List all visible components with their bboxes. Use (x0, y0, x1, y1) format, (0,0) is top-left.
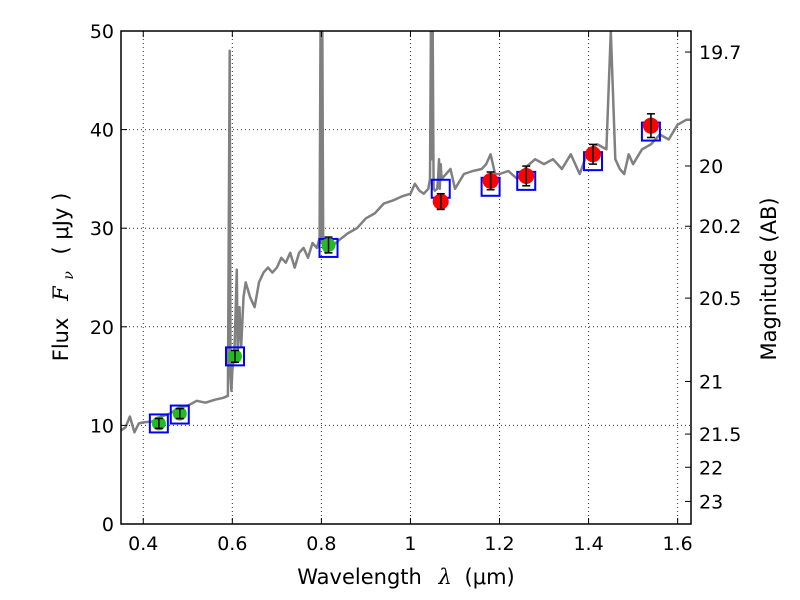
y-axis-label: Flux F ν ( μJy ) (49, 193, 78, 362)
right-tick-label: 21.5 (699, 424, 741, 446)
y-tick-label: 30 (90, 218, 114, 240)
y-axis-label-subscript: ν (61, 271, 77, 280)
plot-frame (120, 30, 692, 525)
grid (121, 30, 691, 525)
spectrum (121, 31, 691, 434)
y-tick-label: 10 (90, 415, 114, 437)
y-tick-label: 40 (90, 120, 114, 142)
y-axis-label-symbol: F (49, 285, 73, 302)
x-tick-label: 0.8 (306, 533, 336, 555)
model-square-marker (148, 413, 169, 434)
y-axis-label-unit: ( μJy ) (49, 193, 73, 255)
right-tick-label: 20 (699, 156, 723, 178)
y-tick-label: 20 (90, 317, 114, 339)
right-axis-label: Magnitude (AB) (757, 197, 781, 360)
x-axis-label-symbol: λ (438, 565, 452, 589)
x-tick-label: 0.4 (128, 533, 158, 555)
y-tick-label: 0 (102, 514, 114, 536)
x-tick-label: 1.2 (484, 533, 514, 555)
right-tick-label: 19.7 (699, 42, 741, 64)
x-tick-label: 0.6 (217, 533, 247, 555)
x-tick-label: 1.4 (573, 533, 603, 555)
y-tick-label: 50 (90, 21, 114, 43)
right-tick-label: 21 (699, 371, 723, 393)
x-axis-label-text: Wavelength (297, 565, 422, 589)
model-square-marker (225, 346, 245, 367)
right-tick-label: 22 (699, 457, 723, 479)
y-axis-label-text: Flux (49, 318, 73, 362)
axes-ticks: 0.4 0.6 0.8 1 1.2 1.4 1.6 0 10 20 30 40 50 19.7 20 20.2… (90, 21, 742, 555)
right-tick-label: 23 (699, 491, 723, 513)
x-tick-label: 1 (404, 533, 416, 555)
right-tick-label: 20.5 (699, 288, 741, 310)
spectrum-line (121, 31, 691, 434)
x-tick-label: 1.6 (663, 533, 693, 555)
right-tick-label: 20.2 (699, 216, 741, 238)
data-points (148, 113, 661, 434)
model-square-marker (169, 404, 190, 425)
x-axis-label-unit: (μm) (465, 565, 515, 589)
x-axis-label: Wavelength λ (μm) (297, 565, 514, 589)
